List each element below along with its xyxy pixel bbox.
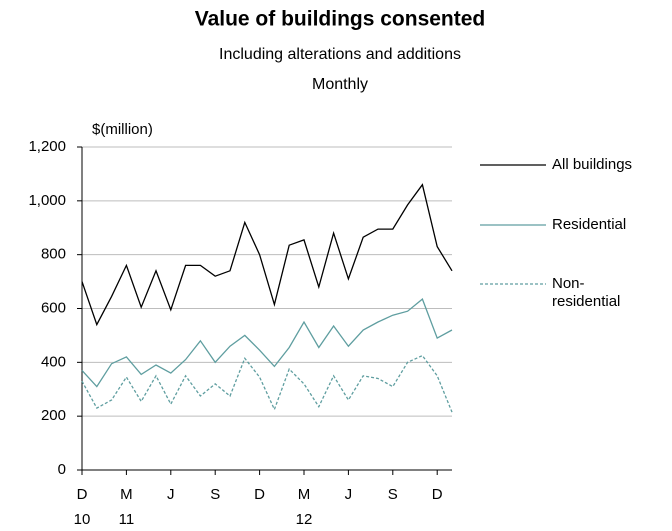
y-axis-label: $(million) — [92, 121, 153, 138]
legend-label: All buildings — [552, 156, 632, 173]
y-tick-label: 400 — [41, 353, 66, 370]
x-tick-label: S — [388, 486, 398, 503]
y-tick-label: 1,200 — [28, 138, 66, 155]
legend-label: Residential — [552, 216, 626, 233]
legend-label: Non-residential — [552, 275, 620, 310]
y-tick-label: 600 — [41, 299, 66, 316]
series-line — [81, 183, 453, 327]
chart-subtitle: Including alterations and additions — [219, 46, 461, 63]
x-year-label: 11 — [119, 511, 135, 528]
series-line — [81, 354, 453, 413]
x-tick-label: M — [120, 486, 133, 503]
x-tick-label: D — [77, 486, 88, 503]
chart-title: Value of buildings consented — [195, 8, 486, 31]
y-tick-label: 1,000 — [28, 192, 66, 209]
x-tick-label: J — [345, 486, 353, 503]
y-tick-label: 200 — [41, 407, 66, 424]
x-tick-label: S — [210, 486, 220, 503]
series-line — [81, 298, 453, 388]
x-year-label: 12 — [296, 511, 313, 528]
y-tick-label: 800 — [41, 246, 66, 263]
x-tick-label: M — [298, 486, 311, 503]
x-tick-label: D — [254, 486, 265, 503]
x-tick-label: D — [432, 486, 443, 503]
x-year-label: 10 — [74, 511, 91, 528]
y-tick-label: 0 — [58, 461, 66, 478]
x-tick-label: J — [167, 486, 175, 503]
chart-subtitle: Monthly — [312, 76, 368, 93]
